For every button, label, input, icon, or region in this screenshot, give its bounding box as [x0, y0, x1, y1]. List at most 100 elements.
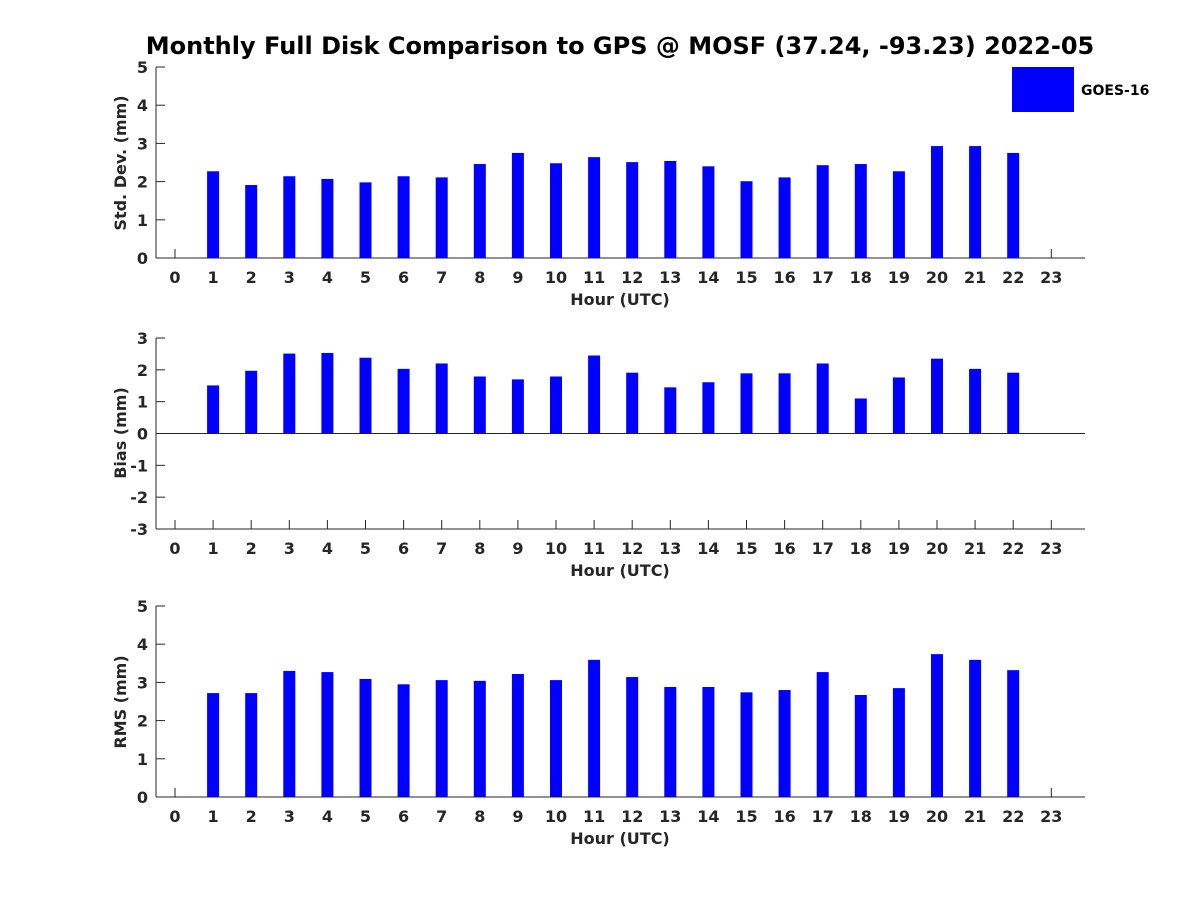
- std-y-axis-label: Std. Dev. (mm): [111, 95, 130, 230]
- bias-y-tick-label: 2: [137, 361, 148, 380]
- rms-x-tick-label: 21: [964, 807, 986, 826]
- rms-y-tick-label: 0: [137, 788, 148, 807]
- bias-x-tick-label: 12: [621, 539, 643, 558]
- std-x-tick-label: 16: [773, 268, 795, 287]
- std-x-tick-label: 19: [888, 268, 910, 287]
- rms-x-tick-label: 8: [474, 807, 485, 826]
- bias-y-axis-label: Bias (mm): [111, 387, 130, 479]
- bias-x-tick-label: 15: [735, 539, 757, 558]
- bias-y-tick-label: -2: [130, 488, 148, 507]
- std-bar-hour-22: [1007, 152, 1020, 258]
- bias-bar-hour-14: [702, 382, 715, 434]
- std-bar-hour-19: [892, 171, 905, 258]
- std-y-tick-label: 1: [137, 211, 148, 230]
- bias-x-tick-label: 21: [964, 539, 986, 558]
- std-x-tick-label: 8: [474, 268, 485, 287]
- rms-bar-hour-13: [664, 686, 677, 797]
- rms-x-tick-label: 6: [398, 807, 409, 826]
- bias-x-tick-label: 9: [512, 539, 523, 558]
- bias-bar-hour-22: [1007, 372, 1020, 434]
- rms-x-tick-label: 15: [735, 807, 757, 826]
- rms-bar-hour-19: [892, 688, 905, 797]
- bias-x-tick-label: 23: [1040, 539, 1062, 558]
- rms-y-tick-label: 2: [137, 712, 148, 731]
- std-x-tick-label: 3: [284, 268, 295, 287]
- legend-label: GOES-16: [1081, 83, 1149, 99]
- rms-bar-hour-15: [740, 692, 753, 797]
- rms-x-tick-label: 18: [850, 807, 872, 826]
- std-bar-hour-11: [588, 157, 601, 258]
- std-bar-hour-6: [397, 176, 410, 258]
- bias-bar-hour-12: [626, 372, 639, 434]
- rms-x-tick-label: 2: [246, 807, 257, 826]
- bias-x-tick-label: 3: [284, 539, 295, 558]
- std-x-tick-label: 9: [512, 268, 523, 287]
- std-bar-hour-9: [511, 152, 524, 258]
- std-x-tick-label: 18: [850, 268, 872, 287]
- bias-x-tick-label: 20: [926, 539, 948, 558]
- rms-x-tick-label: 16: [773, 807, 795, 826]
- bias-x-tick-label: 10: [545, 539, 567, 558]
- rms-bar-hour-22: [1007, 670, 1020, 797]
- bias-y-tick-label: 1: [137, 393, 148, 412]
- std-y-tick-label: 5: [137, 58, 148, 77]
- bias-bar-hour-7: [435, 363, 448, 434]
- rms-y-tick-label: 3: [137, 673, 148, 692]
- std-y-tick-label: 3: [137, 134, 148, 153]
- rms-y-axis-label: RMS (mm): [111, 655, 130, 748]
- std-x-tick-label: 14: [697, 268, 719, 287]
- std-bar-hour-15: [740, 181, 753, 258]
- bias-x-tick-label: 19: [888, 539, 910, 558]
- std-x-tick-label: 6: [398, 268, 409, 287]
- std-bar-hour-1: [207, 171, 220, 258]
- bias-bar-hour-1: [207, 385, 220, 434]
- std-bar-hour-5: [359, 182, 372, 258]
- rms-x-tick-label: 14: [697, 807, 719, 826]
- rms-x-tick-label: 20: [926, 807, 948, 826]
- std-x-tick-label: 20: [926, 268, 948, 287]
- std-y-tick-label: 0: [137, 249, 148, 268]
- bias-y-tick-label: 3: [137, 329, 148, 348]
- rms-bar-hour-11: [588, 659, 601, 797]
- bias-x-tick-label: 16: [773, 539, 795, 558]
- legend: GOES-16: [1012, 67, 1149, 112]
- rms-bar-hour-7: [435, 680, 448, 797]
- bias-bar-hour-19: [892, 377, 905, 434]
- bias-bar-hour-9: [511, 379, 524, 434]
- bias-x-tick-label: 6: [398, 539, 409, 558]
- std-bar-hour-2: [245, 185, 258, 258]
- std-x-axis-label: Hour (UTC): [570, 290, 670, 309]
- std-bar-hour-14: [702, 166, 715, 258]
- bias-bar-hour-3: [283, 353, 296, 434]
- rms-bar-hour-3: [283, 670, 296, 797]
- rms-x-tick-label: 1: [208, 807, 219, 826]
- bias-x-tick-label: 8: [474, 539, 485, 558]
- rms-bar-hour-5: [359, 678, 372, 797]
- std-bar-hour-21: [969, 146, 982, 258]
- bias-bar-hour-13: [664, 387, 677, 434]
- std-x-tick-label: 17: [812, 268, 834, 287]
- bias-bar-hour-20: [931, 358, 943, 434]
- rms-y-tick-label: 1: [137, 750, 148, 769]
- bias-bar-hour-5: [359, 357, 372, 434]
- legend-swatch: [1012, 67, 1074, 112]
- std-x-tick-label: 12: [621, 268, 643, 287]
- rms-x-tick-label: 10: [545, 807, 567, 826]
- std-x-tick-label: 10: [545, 268, 567, 287]
- bias-x-tick-label: 4: [322, 539, 333, 558]
- std-bar-hour-4: [321, 178, 334, 258]
- bias-bar-hour-10: [550, 376, 562, 434]
- bias-x-tick-label: 2: [246, 539, 257, 558]
- rms-bar-hour-8: [473, 680, 486, 797]
- std-x-tick-label: 2: [246, 268, 257, 287]
- bias-bar-hour-6: [397, 368, 410, 434]
- rms-x-tick-label: 5: [360, 807, 371, 826]
- rms-x-tick-label: 12: [621, 807, 643, 826]
- std-x-tick-label: 5: [360, 268, 371, 287]
- std-x-tick-label: 11: [583, 268, 605, 287]
- bias-bar-hour-4: [321, 352, 334, 434]
- std-x-tick-label: 0: [169, 268, 180, 287]
